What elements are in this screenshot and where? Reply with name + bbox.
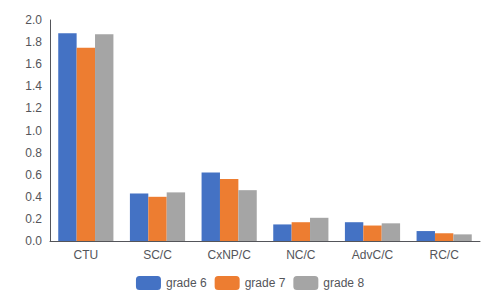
svg-text:0.4: 0.4 — [25, 190, 42, 204]
svg-text:1.8: 1.8 — [25, 35, 42, 49]
svg-text:0.2: 0.2 — [25, 212, 42, 226]
svg-text:RC/C: RC/C — [429, 248, 459, 262]
svg-text:2.0: 2.0 — [25, 13, 42, 27]
svg-text:0.8: 0.8 — [25, 146, 42, 160]
svg-text:0.6: 0.6 — [25, 168, 42, 182]
svg-text:NC/C: NC/C — [286, 248, 316, 262]
svg-text:0.0: 0.0 — [25, 234, 42, 248]
svg-text:grade 6: grade 6 — [166, 276, 207, 290]
svg-text:1.0: 1.0 — [25, 124, 42, 138]
svg-text:grade 8: grade 8 — [323, 276, 364, 290]
svg-text:1.4: 1.4 — [25, 79, 42, 93]
svg-text:1.2: 1.2 — [25, 101, 42, 115]
svg-text:CTU: CTU — [73, 248, 98, 262]
svg-text:CxNP/C: CxNP/C — [207, 248, 251, 262]
svg-text:SC/C: SC/C — [143, 248, 172, 262]
svg-text:AdvC/C: AdvC/C — [352, 248, 394, 262]
svg-text:1.6: 1.6 — [25, 57, 42, 71]
svg-text:grade 7: grade 7 — [245, 276, 286, 290]
